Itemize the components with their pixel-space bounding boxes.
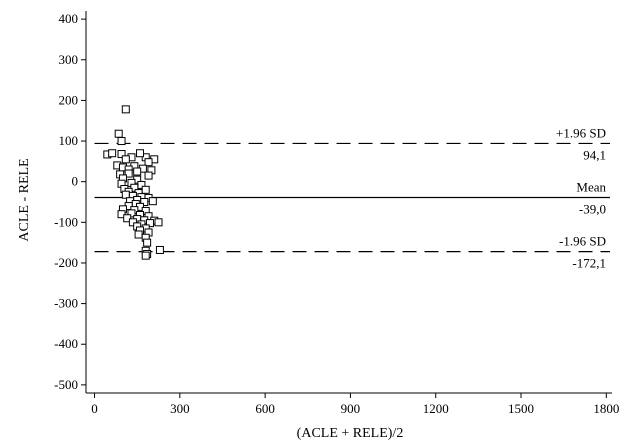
data-point <box>141 185 150 194</box>
y-tick-label: -500 <box>54 377 78 392</box>
x-tick-label: 1500 <box>508 401 534 416</box>
data-point <box>127 209 136 218</box>
reference-lines: +1.96 SD 94,1 Mean -39,0 -1.96 SD -172,1 <box>94 125 610 271</box>
y-tick-label: 0 <box>72 174 79 189</box>
data-point <box>121 190 130 199</box>
data-point <box>117 150 126 159</box>
data-point <box>133 167 142 176</box>
data-point <box>121 155 130 164</box>
y-axis-title: ACLE - RELE <box>17 158 32 241</box>
y-tick-label: -100 <box>54 214 78 229</box>
data-point <box>154 218 163 227</box>
data-point <box>123 214 132 223</box>
y-tick-label: 300 <box>59 52 79 67</box>
reference-line-name: +1.96 SD <box>556 125 606 140</box>
x-axis-title: (ACLE + RELE)/2 <box>297 426 404 441</box>
x-tick-label: 900 <box>341 401 361 416</box>
data-point <box>117 210 126 219</box>
data-point <box>144 158 153 167</box>
data-point <box>155 245 164 254</box>
x-tick-label: 1200 <box>423 401 449 416</box>
data-point <box>145 219 154 228</box>
data-point <box>136 149 145 158</box>
data-points <box>103 105 164 260</box>
data-point <box>143 238 152 247</box>
y-tick-label: -200 <box>54 255 78 270</box>
reference-line-value: -39,0 <box>579 202 606 217</box>
data-point <box>130 183 139 192</box>
x-tick-label: 0 <box>91 401 98 416</box>
x-tick-label: 300 <box>170 401 190 416</box>
data-point <box>144 171 153 180</box>
reference-line-name: Mean <box>576 180 606 195</box>
data-point <box>117 137 126 146</box>
y-tick-label: -400 <box>54 336 78 351</box>
x-tick-label: 1800 <box>593 401 619 416</box>
data-point <box>148 197 157 206</box>
y-tick-label: 200 <box>59 92 79 107</box>
data-point <box>134 230 143 239</box>
y-tick-label: -300 <box>54 296 78 311</box>
data-point <box>128 218 137 227</box>
data-point <box>141 251 150 260</box>
x-tick-label: 600 <box>255 401 275 416</box>
reference-line-value: -172,1 <box>572 256 606 271</box>
reference-line-name: -1.96 SD <box>559 234 606 249</box>
axes: 400 300 200 100 0 -100 -200 -300 -400 -500 0 300 600… <box>54 11 619 416</box>
reference-line-value: 94,1 <box>583 147 606 162</box>
data-point <box>124 169 133 178</box>
data-point <box>114 129 123 138</box>
data-point <box>121 105 130 114</box>
data-point <box>140 198 149 206</box>
y-tick-label: 100 <box>59 133 79 148</box>
data-point <box>108 149 117 158</box>
y-tick-label: 400 <box>59 11 79 26</box>
